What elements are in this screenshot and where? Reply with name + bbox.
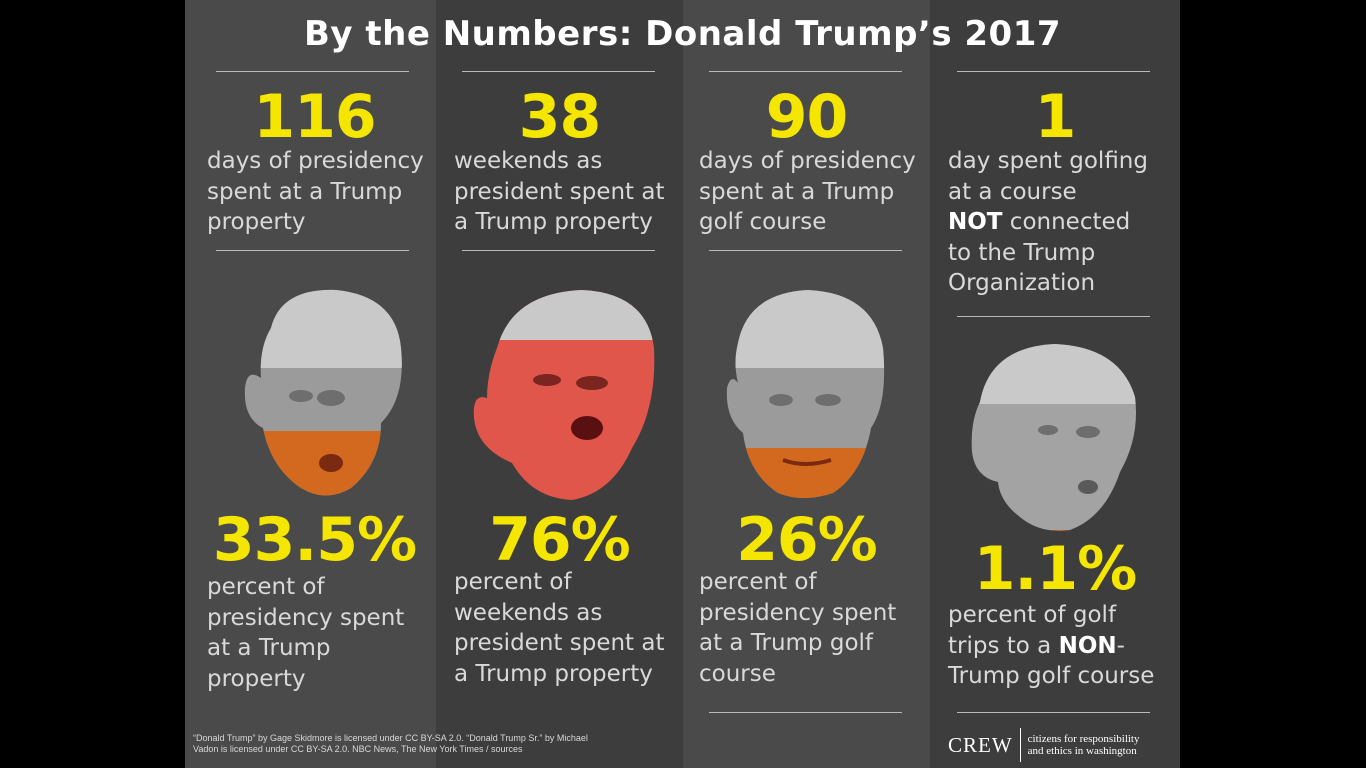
stat-column-non-trump-golf: 1 day spent golfing at a course NOT conn… bbox=[930, 0, 1180, 768]
stat-percent: 33.5% bbox=[212, 505, 417, 575]
face-graphic bbox=[473, 290, 655, 500]
stat-column-weekends: 38 weekends as president spent at a Trum… bbox=[436, 0, 683, 768]
logo-divider bbox=[1019, 728, 1021, 762]
stat-description: days of presidency spent at a Trump golf… bbox=[699, 148, 916, 235]
stat-number: 116 bbox=[253, 82, 376, 152]
face-graphic bbox=[726, 290, 885, 498]
stat-number: 38 bbox=[518, 82, 602, 152]
stat-column-property-days: 116 days of presidency spent at a Trump … bbox=[185, 0, 436, 768]
logo-tagline: citizens for responsibility and ethics i… bbox=[1027, 733, 1140, 757]
divider bbox=[709, 71, 902, 72]
infographic: By the Numbers: Donald Trump’s 2017 116 … bbox=[185, 0, 1180, 768]
crew-logo: CREW citizens for responsibility and eth… bbox=[948, 728, 1168, 762]
trump-face-icon bbox=[241, 288, 407, 503]
divider bbox=[709, 250, 902, 251]
stat-description: weekends as president spent at a Trump p… bbox=[454, 148, 665, 235]
trump-face-icon bbox=[970, 342, 1140, 534]
stat-number: 1 bbox=[1034, 82, 1077, 152]
divider bbox=[462, 250, 655, 251]
stat-percent-description: percent of presidency spent at a Trump g… bbox=[699, 569, 897, 687]
stat-description: days of presidency spent at a Trump prop… bbox=[207, 148, 424, 235]
stat-description: day spent golfing at a course NOT connec… bbox=[948, 148, 1148, 296]
face-graphic bbox=[244, 289, 402, 496]
stat-percent: 1.1% bbox=[973, 534, 1137, 604]
divider bbox=[957, 712, 1150, 713]
face-graphic bbox=[971, 344, 1136, 531]
stat-percent-description: percent of weekends as president spent a… bbox=[454, 569, 665, 687]
page-title: By the Numbers: Donald Trump’s 2017 bbox=[303, 14, 1062, 54]
stat-number: 90 bbox=[765, 82, 849, 152]
stat-percent: 26% bbox=[736, 505, 878, 575]
trump-face-icon bbox=[472, 288, 658, 503]
divider bbox=[957, 71, 1150, 72]
stat-percent-description: percent of golf trips to a NON- Trump go… bbox=[948, 602, 1155, 689]
trump-face-icon bbox=[723, 288, 888, 503]
logo-word: CREW bbox=[948, 732, 1013, 757]
divider bbox=[216, 71, 409, 72]
divider bbox=[216, 250, 409, 251]
stat-percent: 76% bbox=[489, 505, 631, 575]
stat-column-golf-days: 90 days of presidency spent at a Trump g… bbox=[683, 0, 930, 768]
divider bbox=[957, 316, 1150, 317]
divider bbox=[462, 71, 655, 72]
image-credit: “Donald Trump” by Gage Skidmore is licen… bbox=[193, 733, 588, 754]
divider bbox=[709, 712, 902, 713]
stat-percent-description: percent of presidency spent at a Trump p… bbox=[207, 574, 405, 692]
